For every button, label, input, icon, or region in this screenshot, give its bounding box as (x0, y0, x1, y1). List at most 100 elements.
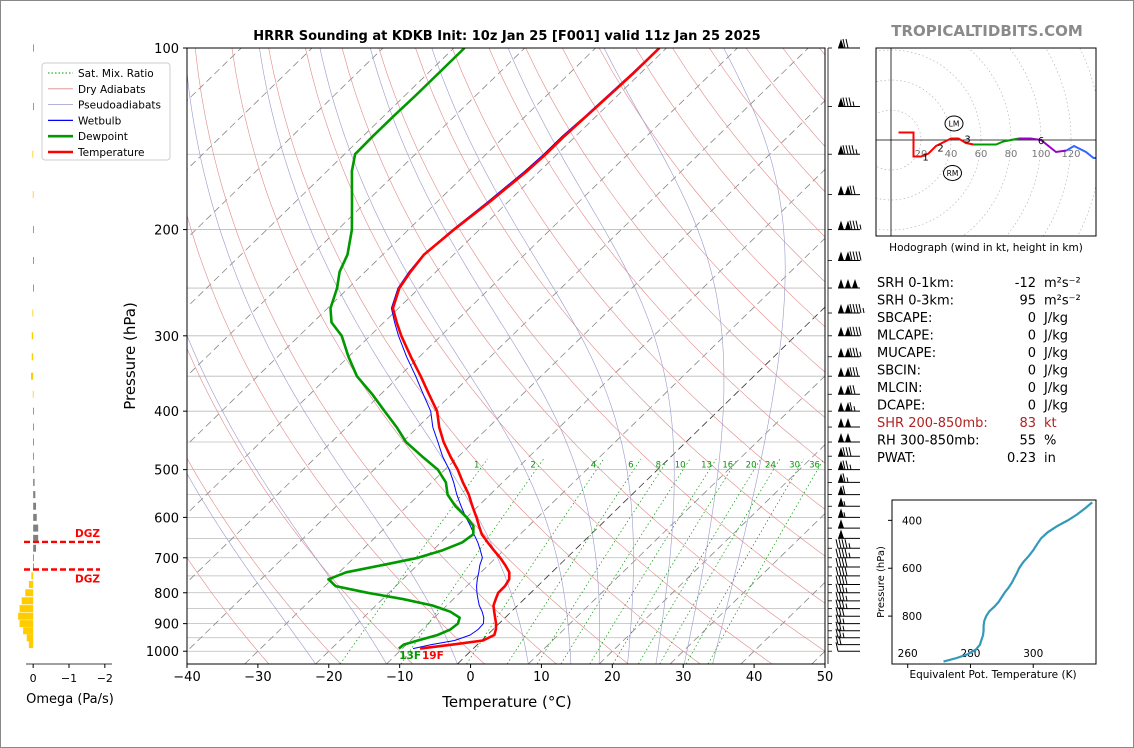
skewt-profiles (327, 48, 661, 650)
stat-label: SBCAPE: (877, 311, 932, 326)
barb-flag (838, 575, 842, 585)
omega-bar (23, 627, 34, 635)
barb-pennant (838, 519, 844, 529)
wind-barb (838, 447, 860, 457)
hodograph-segment (1018, 137, 1067, 154)
dry-adiabat-line (378, 48, 825, 604)
wind-barb (838, 473, 860, 483)
theta-e-y-tick-label: 400 (902, 515, 922, 527)
storm-motion-marker (944, 115, 964, 132)
barb-flag (844, 575, 848, 585)
wind-barb (835, 575, 860, 585)
barb-half-flag (859, 351, 862, 357)
dry-adiabat-line (187, 457, 342, 664)
barb-pennant (845, 367, 851, 377)
hodograph-trace: 12 3 6 9 LM RM (898, 115, 1096, 181)
hodograph-height-label: 6 (1038, 136, 1044, 147)
barb-half-flag (842, 618, 845, 624)
stat-unit: in (1044, 451, 1056, 466)
omega-bar (33, 452, 34, 460)
barb-flag (845, 447, 849, 457)
x-tick-label: 10 (533, 670, 550, 685)
barb-flag (835, 575, 839, 585)
barb-pennant (838, 326, 844, 336)
wind-barb (838, 367, 860, 377)
barb-flag (852, 251, 856, 261)
x-tick-label: 50 (817, 670, 834, 685)
stat-value: 0 (1028, 399, 1036, 414)
barb-flag (855, 347, 859, 357)
y-tick-label: 800 (154, 587, 179, 602)
mixing-ratio-line (536, 458, 669, 664)
stat-label: SBCIN: (877, 364, 921, 379)
mixing-ratio-label: 36 (809, 461, 820, 471)
stat-unit: J/kg (1043, 381, 1068, 396)
skewt-ylabel: Pressure (hPa) (121, 302, 139, 410)
dry-adiabat-line (341, 48, 825, 652)
dry-adiabat-line (305, 48, 773, 664)
skewt-axes: 13F 19F −40 −30 −20 −10 0 10 20 30 40 50 1000 900 800 7… (146, 42, 833, 685)
stat-value: -12 (1015, 276, 1036, 291)
theta-e-trace (943, 501, 1093, 663)
barb-flag (852, 185, 856, 195)
x-tick-label: −10 (386, 670, 413, 685)
wind-barb (838, 433, 860, 443)
wind-barb (835, 557, 860, 568)
omega-xlabel: Omega (Pa/s) (26, 692, 114, 707)
hodograph-title: Hodograph (wind in kt, height in km) (889, 242, 1083, 254)
isotherm-line (598, 444, 825, 664)
barb-flag (849, 402, 853, 412)
stat-value: 0 (1028, 381, 1036, 396)
barb-flag (849, 367, 853, 377)
omega-bar (33, 478, 35, 486)
barb-half-flag (862, 307, 865, 314)
barb-flag (852, 326, 856, 336)
stat-value: 0 (1028, 329, 1036, 344)
wind-barb (838, 529, 860, 539)
theta-e-x-tick-label: 300 (1023, 648, 1043, 660)
barb-flag (838, 583, 842, 593)
barb-flag (849, 251, 853, 261)
mixing-ratio-line (506, 458, 642, 664)
x-tick-label: −40 (173, 670, 200, 685)
omega-bar (33, 438, 34, 446)
hodograph-frame (875, 47, 1097, 237)
barb-flag (855, 251, 859, 261)
omega-bar (26, 634, 34, 642)
omega-bar (31, 572, 34, 580)
stat-label: SRH 0-1km: (877, 276, 954, 291)
pseudoadiabat-line (187, 472, 316, 664)
stat-label: SRH 0-3km: (877, 294, 954, 309)
stat-unit: J/kg (1043, 329, 1068, 344)
omega-bar (31, 332, 34, 340)
y-tick-label: 200 (154, 224, 179, 239)
theta-e-ylabel: Pressure (hPa) (876, 546, 887, 618)
barb-flag (841, 539, 845, 549)
omega-bar (33, 563, 34, 571)
y-tick-label: 300 (154, 330, 179, 345)
barb-pennant (845, 385, 851, 395)
barb-flag (844, 548, 848, 558)
barb-pennant (838, 347, 844, 357)
stat-label: DCAPE: (877, 399, 925, 414)
y-tick-label: 100 (154, 42, 179, 57)
omega-panel: 0 −1 −2 DGZ DGZ (18, 44, 113, 685)
stat-label: SHR 200-850mb: (877, 416, 988, 431)
omega-bar (33, 524, 39, 532)
y-tick-label: 400 (154, 405, 179, 420)
wind-barb (838, 279, 860, 289)
barb-pennant (838, 145, 844, 155)
temperature-profile (391, 48, 661, 650)
chart-title: HRRR Sounding at KDKB Init: 10z Jan 25 [… (253, 29, 760, 44)
pseudoadiabat-line (259, 48, 529, 664)
barb-flag (848, 447, 852, 457)
barb-half-flag (845, 595, 848, 601)
barb-flag (835, 614, 839, 624)
dry-adiabat-line (268, 48, 701, 664)
barb-pennant (838, 251, 844, 261)
barb-flag (841, 591, 845, 601)
omega-bar (33, 491, 36, 499)
wind-barb (838, 485, 860, 496)
isotherm-line (528, 375, 825, 664)
hodograph-segment (973, 137, 1019, 146)
